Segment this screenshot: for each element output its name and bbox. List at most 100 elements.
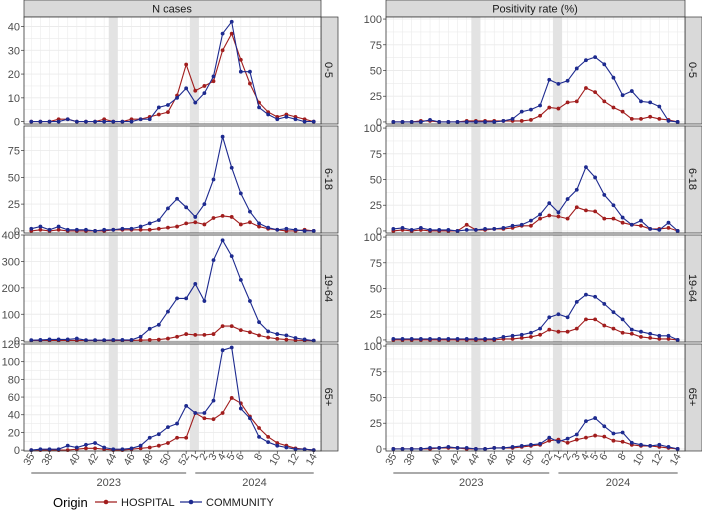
- data-point-community: [238, 191, 243, 196]
- data-point-community: [675, 447, 680, 451]
- data-point-community: [147, 221, 152, 226]
- data-point-community: [120, 337, 125, 342]
- data-point-community: [111, 119, 116, 124]
- data-point-community: [639, 218, 643, 223]
- y-tick-label: 100: [364, 341, 382, 353]
- y-tick-label: 50: [370, 393, 382, 405]
- data-point-community: [529, 442, 533, 447]
- data-point-hospital: [584, 208, 588, 213]
- data-point-community: [38, 337, 43, 342]
- data-point-community: [47, 337, 52, 342]
- x-tick-label: 5: [588, 451, 601, 462]
- data-point-community: [166, 425, 170, 430]
- data-point-community: [629, 440, 634, 445]
- shaded-week-band: [552, 344, 563, 451]
- data-point-community: [293, 117, 298, 122]
- data-point-community: [483, 226, 487, 231]
- x-tick-label: 8: [252, 451, 265, 462]
- x-tick-label: 52: [176, 451, 192, 467]
- data-point-community: [446, 337, 451, 341]
- data-point-hospital: [184, 221, 189, 226]
- x-tick-label: 6: [234, 451, 247, 462]
- y-tick-label: 25: [370, 91, 382, 103]
- data-point-community: [593, 175, 598, 180]
- shaded-week-band: [108, 126, 118, 233]
- data-point-community: [193, 215, 198, 219]
- data-point-community: [166, 103, 170, 107]
- data-point-community: [156, 218, 161, 223]
- data-point-hospital: [657, 337, 662, 341]
- data-point-hospital: [620, 439, 625, 444]
- y-tick-label: 25: [370, 418, 382, 430]
- data-point-hospital: [166, 225, 170, 230]
- x-tick-label: 46: [484, 451, 500, 467]
- data-point-community: [418, 120, 423, 124]
- data-point-community: [202, 202, 207, 207]
- shaded-week-band: [189, 17, 199, 124]
- data-point-community: [102, 338, 107, 343]
- data-point-community: [602, 193, 607, 197]
- data-point-community: [257, 105, 261, 110]
- data-point-community: [111, 337, 116, 342]
- y-tick-label: 10: [8, 93, 20, 105]
- data-point-community: [175, 296, 179, 301]
- data-point-community: [602, 424, 607, 429]
- data-point-community: [492, 337, 497, 341]
- data-point-hospital: [211, 79, 216, 84]
- data-point-hospital: [184, 332, 189, 336]
- data-point-community: [418, 225, 423, 230]
- data-point-community: [428, 446, 432, 450]
- data-point-community: [639, 99, 643, 104]
- data-point-hospital: [584, 317, 588, 322]
- data-point-hospital: [211, 216, 216, 220]
- y-tick-label: 120: [2, 339, 20, 351]
- data-point-community: [120, 447, 125, 452]
- data-point-community: [611, 203, 616, 208]
- data-point-community: [418, 447, 423, 451]
- data-point-community: [657, 442, 662, 447]
- data-point-community: [483, 120, 487, 124]
- data-point-hospital: [529, 334, 533, 339]
- data-point-community: [455, 446, 460, 450]
- data-point-hospital: [147, 445, 152, 450]
- shaded-week-band: [108, 17, 118, 124]
- data-point-community: [193, 411, 198, 415]
- strip-label-right-19-64: 19-64: [686, 274, 698, 302]
- data-point-community: [620, 93, 625, 98]
- data-point-hospital: [220, 213, 225, 218]
- x-tick-label: 48: [502, 451, 518, 467]
- data-point-community: [648, 100, 653, 105]
- panel-border: [23, 16, 322, 125]
- data-point-community: [29, 226, 34, 231]
- data-point-community: [593, 294, 598, 299]
- data-point-hospital: [556, 106, 561, 111]
- legend-community-marker: [188, 499, 194, 505]
- y-tick-label: 75: [370, 367, 382, 379]
- data-point-community: [446, 444, 451, 449]
- data-point-community: [202, 91, 207, 95]
- panel-border: [385, 343, 686, 452]
- data-point-community: [29, 338, 34, 343]
- data-point-community: [284, 114, 289, 119]
- data-point-community: [266, 329, 271, 334]
- data-point-hospital: [238, 222, 243, 227]
- x-tick-label: 4: [215, 451, 228, 462]
- data-point-community: [538, 441, 542, 446]
- data-point-hospital: [602, 434, 607, 439]
- data-point-community: [229, 254, 234, 259]
- x-tick-label: 3: [570, 451, 583, 462]
- data-point-community: [547, 435, 552, 440]
- data-point-community: [311, 119, 316, 124]
- data-point-hospital: [602, 323, 607, 328]
- data-point-hospital: [166, 110, 170, 115]
- data-point-hospital: [529, 223, 533, 228]
- data-point-hospital: [275, 441, 280, 445]
- data-point-community: [574, 66, 579, 71]
- data-point-community: [65, 443, 70, 448]
- panel-5: 0 25 50 75 100: [364, 123, 686, 238]
- data-point-community: [593, 416, 598, 420]
- data-point-community: [529, 218, 533, 223]
- y-tick-label: 0: [14, 445, 20, 457]
- data-point-community: [547, 77, 552, 82]
- data-point-community: [409, 228, 414, 232]
